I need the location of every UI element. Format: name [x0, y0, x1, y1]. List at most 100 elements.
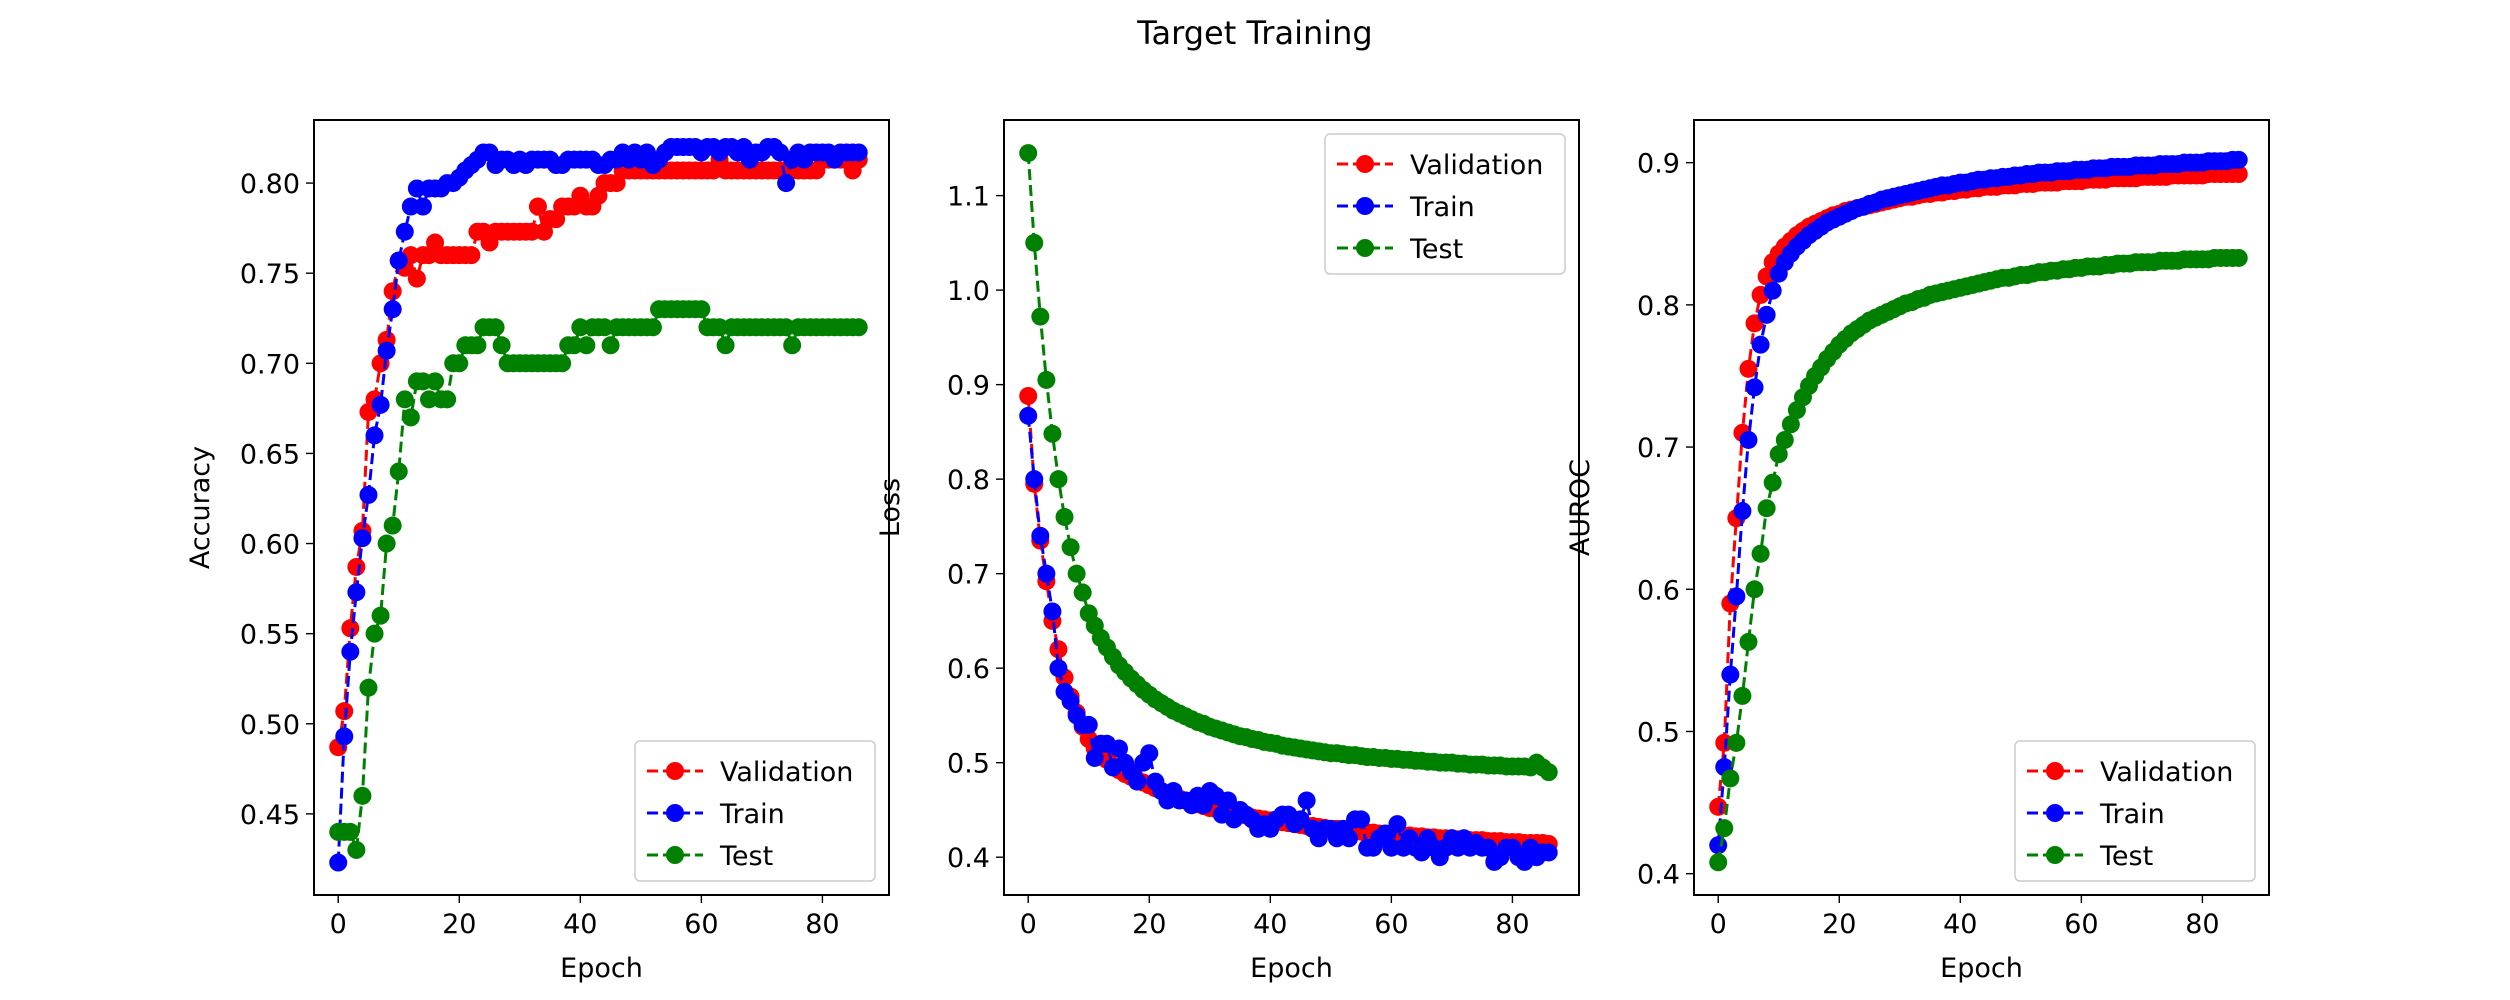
data-point-train [347, 583, 366, 602]
data-point-train [849, 143, 868, 162]
y-tick-label: 0.50 [240, 710, 300, 741]
data-point-test [601, 336, 620, 355]
x-tick-label: 20 [1132, 909, 1166, 940]
data-point-train [1061, 692, 1080, 711]
data-point-train [365, 426, 384, 445]
legend: Validation Train Test [2014, 740, 2256, 882]
data-point-test [1727, 733, 1746, 752]
data-point-train [1025, 470, 1044, 489]
legend-box [634, 740, 876, 882]
data-point-train [1352, 810, 1371, 829]
legend-swatch-marker [1356, 239, 1374, 257]
data-point-test [1061, 538, 1080, 557]
data-point-test [1043, 424, 1062, 443]
data-point-test [1031, 307, 1050, 326]
data-point-train [1019, 406, 1038, 425]
x-tick-label: 60 [2064, 909, 2098, 940]
x-tick-label: 20 [1822, 909, 1856, 940]
y-tick-label: 0.7 [1637, 433, 1680, 464]
x-tick-label: 80 [1495, 909, 1529, 940]
y-tick-label: 0.9 [947, 371, 990, 402]
legend-swatch-marker [1356, 197, 1374, 215]
data-point-train [353, 529, 372, 548]
data-point-test [577, 336, 596, 355]
data-point-validation [407, 269, 426, 288]
x-tick-label: 40 [1253, 909, 1287, 940]
y-tick-label: 0.9 [1637, 149, 1680, 180]
data-point-train [1049, 659, 1068, 678]
data-point-test [1775, 430, 1794, 449]
y-tick-label: 0.8 [1637, 291, 1680, 322]
data-point-train [1739, 430, 1758, 449]
data-point-test [359, 678, 378, 697]
series-test [1709, 248, 2248, 872]
data-point-train [1757, 305, 1776, 324]
y-tick-label: 0.7 [947, 560, 990, 591]
legend-label-validation: Validation [2100, 757, 2233, 788]
data-point-test [389, 462, 408, 481]
data-point-test [401, 408, 420, 427]
data-point-test [1721, 769, 1740, 788]
y-axis-label: AUROC [1565, 459, 1596, 556]
data-point-test [783, 336, 802, 355]
legend-label-validation: Validation [1410, 150, 1543, 181]
x-tick-label: 0 [330, 909, 347, 940]
data-point-train [1727, 587, 1746, 606]
legend: Validation Train Test [1324, 133, 1566, 275]
y-tick-label: 0.75 [240, 259, 300, 290]
legend-label-train: Train [1409, 192, 1475, 223]
data-point-test [377, 534, 396, 553]
legend-label-test: Test [1409, 234, 1463, 265]
y-tick-label: 0.65 [240, 439, 300, 470]
data-point-test [371, 606, 390, 625]
data-point-train [1751, 335, 1770, 354]
data-point-validation [462, 246, 481, 265]
data-point-test [692, 300, 711, 319]
x-tick-label: 0 [1020, 909, 1037, 940]
x-axis-label: Epoch [1940, 953, 2023, 984]
data-point-train [1218, 791, 1237, 810]
legend-label-test: Test [719, 841, 773, 872]
data-point-train [359, 485, 378, 504]
data-point-validation [341, 619, 360, 638]
data-point-test [1025, 233, 1044, 252]
y-axis-label: Loss [875, 478, 906, 537]
y-tick-label: 0.70 [240, 349, 300, 380]
y-tick-label: 0.60 [240, 530, 300, 561]
legend-swatch-marker [666, 804, 684, 822]
data-point-train [1194, 796, 1213, 815]
data-point-test [492, 336, 511, 355]
x-tick-label: 60 [1374, 909, 1408, 940]
x-tick-label: 80 [805, 909, 839, 940]
legend-box [1324, 133, 1566, 275]
data-point-test [1733, 686, 1752, 705]
data-point-test [1049, 470, 1068, 489]
data-point-train [1388, 815, 1407, 834]
data-point-train [1128, 772, 1147, 791]
data-point-train [1340, 829, 1358, 848]
series-train [1709, 150, 2248, 855]
x-tick-label: 40 [1943, 909, 1977, 940]
data-point-validation [2229, 165, 2248, 184]
y-tick-label: 0.5 [947, 749, 990, 780]
legend-label-train: Train [2099, 799, 2165, 830]
data-point-train [1037, 564, 1056, 583]
series-test [1019, 144, 1558, 782]
data-point-train [1043, 602, 1062, 621]
data-point-test [1539, 763, 1558, 782]
data-point-test [716, 336, 735, 355]
legend-swatch-marker [2046, 846, 2064, 864]
data-point-train [777, 174, 796, 193]
y-tick-label: 0.45 [240, 800, 300, 831]
data-point-test [486, 318, 505, 337]
data-point-train [371, 395, 390, 414]
legend-label-validation: Validation [720, 757, 853, 788]
data-point-test [553, 354, 572, 373]
chart-panel-accuracy: 0 20 40 60 80 0.45 0.50 0.55 0.60 0.65 0.70 0.75 0.8… [185, 119, 890, 984]
legend-label-test: Test [2099, 841, 2153, 872]
data-point-test [353, 786, 372, 805]
data-point-test [1769, 445, 1788, 464]
figure-title: Target Training [1136, 14, 1372, 52]
y-axis-label: Accuracy [185, 446, 216, 569]
legend-box [2014, 740, 2256, 882]
